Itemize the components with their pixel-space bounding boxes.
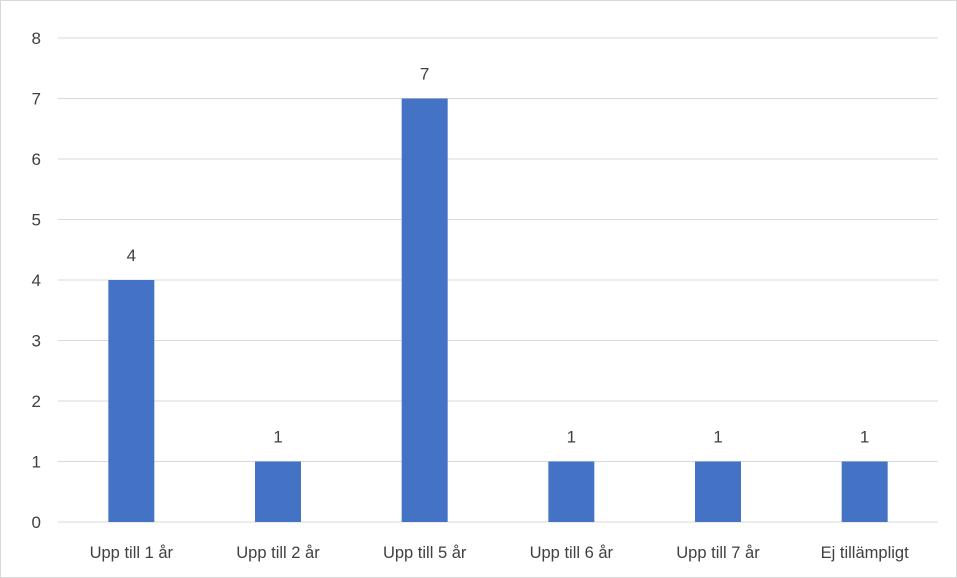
bar-value-label: 4 <box>127 246 136 265</box>
data-labels: 4 1 7 1 1 1 <box>127 65 870 447</box>
y-tick-label: 3 <box>32 332 41 351</box>
bar <box>108 280 155 522</box>
bar-value-label: 7 <box>420 65 429 84</box>
bar-value-label: 1 <box>860 428 869 447</box>
gridlines <box>58 37 938 523</box>
x-axis-category-labels: Upp till 1 år Upp till 2 år Upp till 5 år U… <box>90 544 909 562</box>
y-tick-label: 0 <box>32 513 41 532</box>
x-category-label: Ej tillämpligt <box>821 544 909 562</box>
y-tick-label: 1 <box>32 453 41 472</box>
bar-value-label: 1 <box>567 428 576 447</box>
bar <box>401 98 448 522</box>
y-tick-label: 4 <box>32 271 41 290</box>
x-category-label: Upp till 2 år <box>236 544 320 562</box>
bar <box>548 461 595 522</box>
x-category-label: Upp till 5 år <box>383 544 467 562</box>
bar-value-label: 1 <box>713 428 722 447</box>
y-tick-label: 2 <box>32 392 41 411</box>
bar <box>255 461 301 522</box>
x-category-label: Upp till 7 år <box>676 544 760 562</box>
bar <box>695 461 741 522</box>
x-category-label: Upp till 6 år <box>530 544 614 562</box>
bar-value-label: 1 <box>273 428 282 447</box>
bar <box>841 461 888 522</box>
y-tick-label: 5 <box>32 211 41 230</box>
bars <box>108 98 888 522</box>
x-category-label: Upp till 1 år <box>90 544 174 562</box>
y-tick-label: 8 <box>32 29 41 48</box>
y-tick-label: 6 <box>32 150 41 169</box>
y-tick-label: 7 <box>32 90 41 109</box>
y-axis-tick-labels: 0 1 2 3 4 5 6 7 8 <box>32 29 41 532</box>
